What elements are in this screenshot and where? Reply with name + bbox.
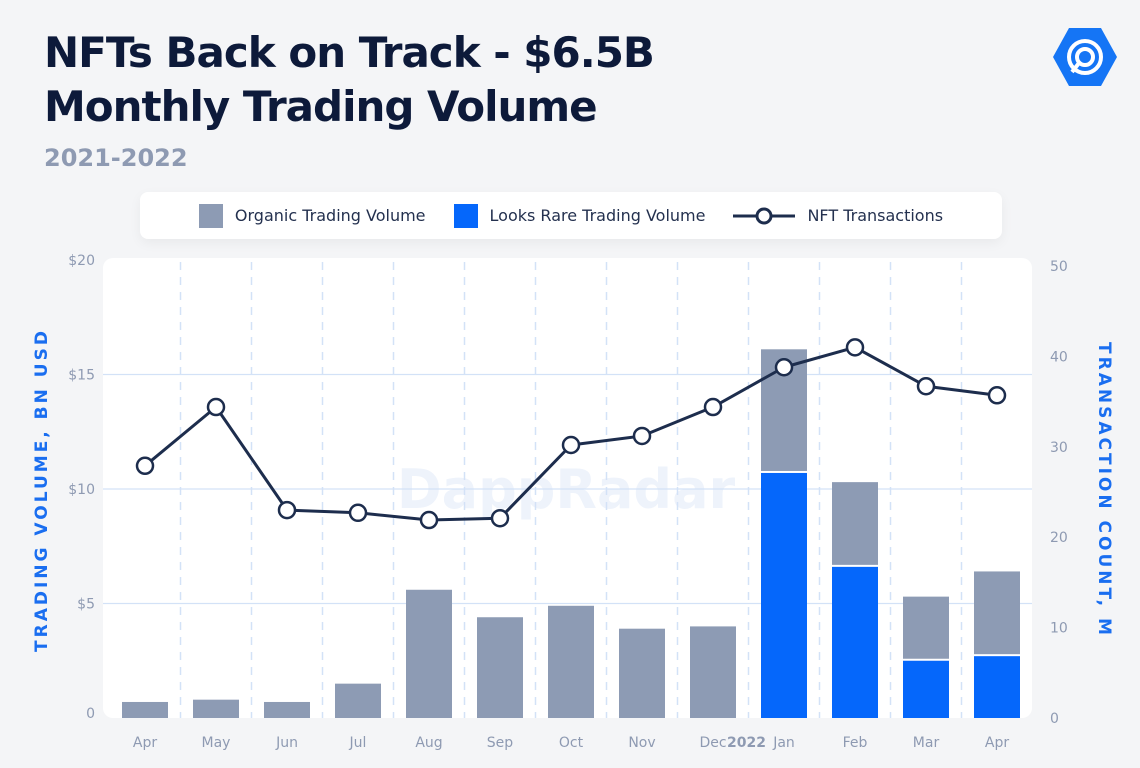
- right-tick-label: 10: [1050, 621, 1068, 637]
- x-tick-label: Jul: [349, 735, 367, 751]
- x-tick-label: Sep: [487, 735, 514, 751]
- bar-looksrare: [974, 656, 1020, 718]
- bar-organic: [477, 617, 523, 718]
- plot-area: [103, 258, 1032, 718]
- right-axis-title: TRANSACTION COUNT, M: [1094, 342, 1114, 638]
- bar-organic: [619, 628, 665, 718]
- transactions-point: [703, 397, 723, 417]
- x-tick-label: Aug: [415, 735, 442, 751]
- transactions-point: [774, 357, 794, 377]
- legend-label: NFT Transactions: [807, 206, 944, 225]
- transactions-line: [144, 345, 998, 522]
- right-tick-label: 20: [1050, 530, 1068, 546]
- left-axis-title: TRADING VOLUME, BN USD: [32, 328, 52, 652]
- year-marker: 2022: [727, 735, 766, 751]
- transactions-point: [561, 435, 581, 455]
- transactions-point: [277, 500, 297, 520]
- x-tick-label: Nov: [628, 735, 655, 751]
- legend-item-organic: Organic Trading Volume: [198, 203, 426, 228]
- bar-organic: [690, 626, 736, 718]
- right-tick-label: 30: [1050, 440, 1068, 456]
- bar-looksrare: [832, 566, 878, 718]
- bar-looksrare: [903, 660, 949, 718]
- right-tick-label: 40: [1050, 349, 1068, 365]
- left-tick-label: $20: [68, 253, 95, 269]
- x-tick-label: Jun: [275, 735, 298, 751]
- x-tick-label: May: [202, 735, 231, 751]
- line-marker-icon: [733, 207, 796, 224]
- x-tick-label: Jan: [772, 735, 795, 751]
- watermark: DappRadar: [397, 458, 736, 521]
- transactions-point: [419, 510, 439, 530]
- legend: Organic Trading Volume Looks Rare Tradin…: [140, 192, 1002, 239]
- bar-organic: [761, 349, 807, 471]
- transactions-point: [490, 508, 510, 528]
- left-tick-label: 0: [86, 706, 95, 722]
- x-tick-label: Apr: [133, 735, 157, 751]
- left-tick-label: $15: [68, 368, 95, 384]
- bar-organic: [974, 571, 1020, 655]
- legend-item-looksrare: Looks Rare Trading Volume: [453, 203, 706, 228]
- transactions-point: [916, 376, 936, 396]
- transactions-point: [987, 386, 1007, 405]
- x-tick-label: Mar: [913, 735, 940, 751]
- looksrare-swatch: [453, 203, 478, 228]
- chart-subtitle: 2021-2022: [44, 144, 188, 172]
- x-tick-label: Feb: [843, 735, 868, 751]
- chart-title: NFTs Back on Track - $6.5B Monthly Tradin…: [44, 26, 655, 134]
- bar-organic: [335, 683, 381, 718]
- title-line-2: Monthly Trading Volume: [44, 82, 598, 131]
- x-tick-label: Oct: [559, 735, 584, 751]
- legend-item-transactions: NFT Transactions: [733, 204, 943, 228]
- bar-organic: [122, 701, 168, 718]
- title-line-1: NFTs Back on Track - $6.5B: [44, 28, 655, 77]
- transactions-point: [135, 456, 155, 476]
- dappradar-logo-icon: [1053, 28, 1117, 86]
- transactions-point: [348, 503, 368, 523]
- bar-organic: [832, 482, 878, 565]
- x-tick-label: Apr: [985, 735, 1009, 751]
- legend-label: Organic Trading Volume: [234, 206, 426, 225]
- bar-looksrare: [761, 472, 807, 718]
- right-tick-label: 50: [1050, 259, 1068, 275]
- left-tick-label: $10: [68, 482, 95, 498]
- bar-organic: [903, 596, 949, 659]
- transactions-point: [845, 338, 865, 357]
- transactions-point: [632, 426, 652, 446]
- legend-label: Looks Rare Trading Volume: [489, 206, 706, 225]
- x-tick-label: Dec: [699, 735, 726, 751]
- bar-organic: [193, 699, 239, 718]
- right-tick-label: 0: [1050, 711, 1059, 727]
- bar-organic: [406, 589, 452, 718]
- bar-organic: [264, 701, 310, 718]
- transactions-point: [206, 397, 226, 417]
- organic-swatch: [198, 203, 223, 228]
- bar-organic: [548, 605, 594, 718]
- left-tick-label: $5: [77, 597, 95, 613]
